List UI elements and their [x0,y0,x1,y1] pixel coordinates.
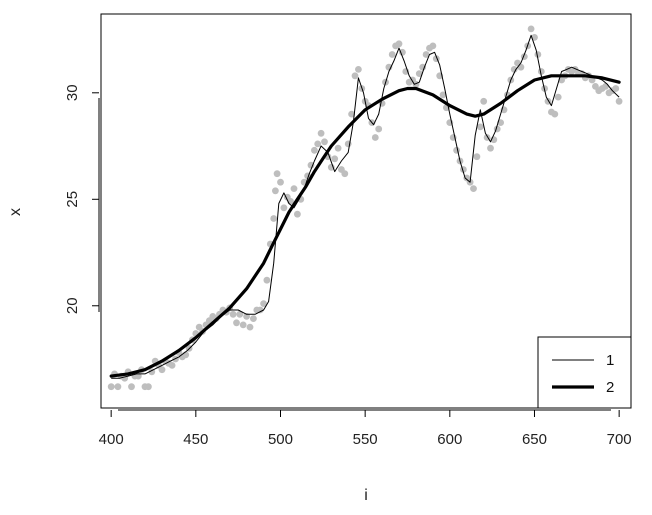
data-point [395,40,403,48]
data-point [355,66,362,73]
data-point [321,138,328,146]
data-point [476,123,484,131]
legend: 1 2 [537,336,632,409]
x-axis: 400 450 500 550 600 650 700 [99,409,632,448]
data-point [290,185,298,193]
data-point [307,161,315,169]
data-point [480,97,488,105]
data-point [294,210,301,218]
data-point [168,362,176,369]
data-point [331,155,339,163]
data-point [239,321,247,329]
data-point [250,315,257,322]
data-point [429,42,437,50]
data-point [229,310,237,318]
data-point [263,276,271,284]
data-point [453,146,460,154]
data-point [412,80,420,88]
x-tick-label: 550 [353,431,378,448]
data-point [415,70,423,77]
x-tick-label: 600 [437,431,462,448]
data-point [551,110,559,118]
data-point [260,300,267,307]
data-point [517,63,525,71]
x-tick-label: 400 [99,431,124,448]
legend-label-2: 2 [606,379,614,396]
data-point [348,110,355,118]
y-tick-label: 25 [64,191,81,208]
data-point [534,51,542,58]
data-point [602,83,609,90]
data-point [256,306,264,314]
y-tick-label: 30 [64,84,81,101]
x-tick-label: 650 [522,431,547,448]
data-point [128,383,135,391]
data-point [158,366,166,374]
y-tick-label: 20 [64,297,81,314]
data-point [351,72,359,80]
data-point [114,383,122,391]
data-point [314,140,322,148]
plot-frame [100,13,632,409]
x-tick-label: 500 [268,431,293,448]
legend-box [537,336,632,409]
data-point [107,383,115,391]
data-point [280,204,288,212]
data-point [182,351,190,359]
data-point [273,170,281,178]
data-point [233,319,240,327]
data-point [270,215,278,222]
data-point [612,85,620,92]
data-point [375,125,383,133]
y-axis: 20 25 30 [64,84,100,314]
x-tick-label: 450 [183,431,208,448]
data-point [527,25,535,33]
data-point [510,66,518,73]
data-point [470,185,477,193]
x-tick-label: 700 [607,431,632,448]
y-axis-title: x [7,208,24,216]
data-point [371,134,379,141]
data-point [388,51,396,58]
data-point [341,170,349,178]
data-point [311,146,318,154]
data-point [422,51,430,58]
data-point [554,93,562,101]
data-point [399,48,406,56]
data-point [334,144,342,152]
series-line-2 [109,74,621,378]
series-line-1 [111,34,620,379]
legend-label-1: 1 [606,352,614,369]
x-axis-title: i [364,487,368,504]
data-point [277,178,284,186]
scatter-points [107,25,623,391]
data-point [615,97,623,105]
plot-area [100,13,632,409]
data-point [344,140,352,148]
data-point [246,323,254,331]
data-point [419,63,427,71]
data-point [317,129,325,137]
data-point [439,91,447,99]
data-point [272,187,279,195]
data-point [473,153,481,161]
data-point [145,383,152,391]
data-point [236,310,244,318]
data-point [487,144,494,152]
